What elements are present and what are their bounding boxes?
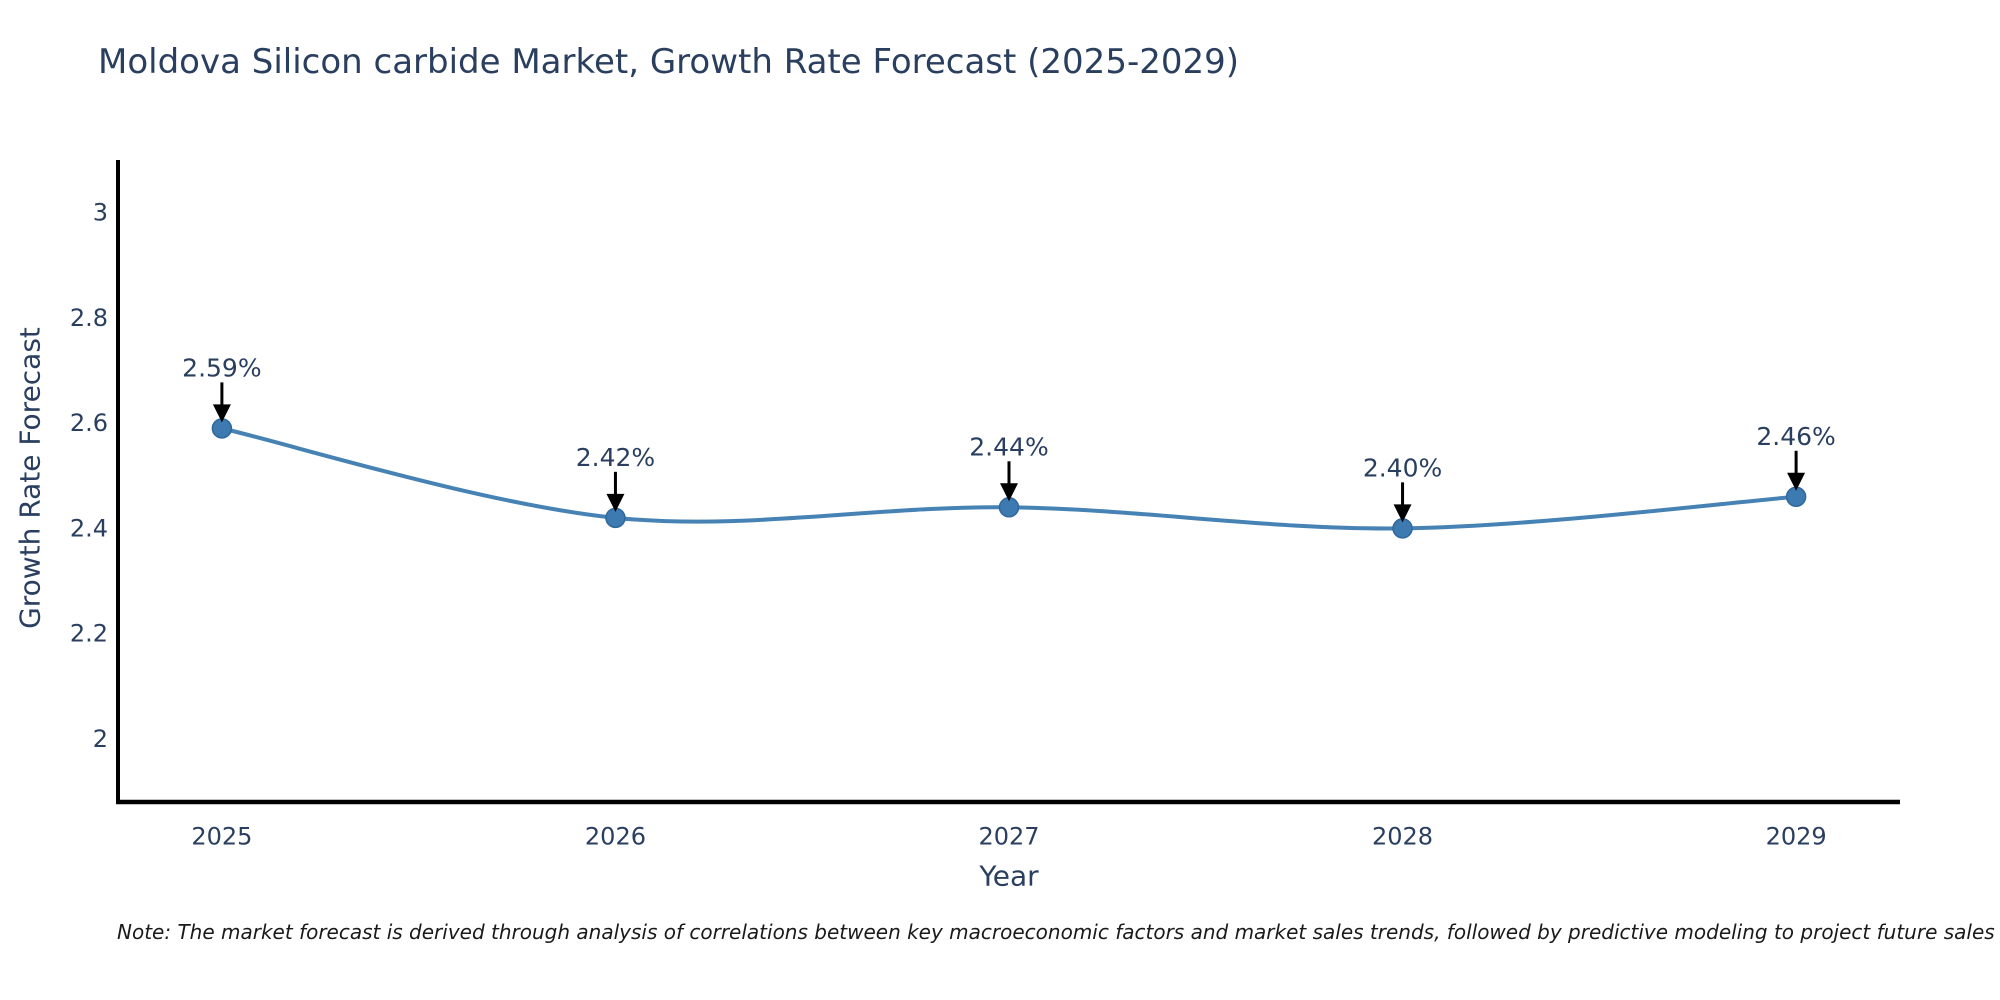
y-tick-label: 2 <box>93 725 108 753</box>
y-tick-label: 2.2 <box>70 620 108 648</box>
x-axis-title: Year <box>979 859 1039 893</box>
y-tick-label: 2.4 <box>70 514 108 542</box>
x-tick-label: 2026 <box>585 823 646 851</box>
x-tick-label: 2025 <box>191 823 252 851</box>
annotation-arrowhead <box>1000 483 1018 502</box>
x-tick-label: 2028 <box>1372 823 1433 851</box>
point-annotation: 2.44% <box>969 432 1048 461</box>
annotation-arrowhead <box>1393 504 1412 523</box>
point-annotation: 2.40% <box>1363 453 1442 482</box>
x-tick-label: 2027 <box>978 823 1039 851</box>
y-tick-label: 2.8 <box>70 304 108 332</box>
y-tick-label: 3 <box>93 199 108 227</box>
point-annotation: 2.42% <box>576 443 655 472</box>
point-annotation: 2.59% <box>182 353 261 382</box>
annotation-arrowhead <box>606 493 625 512</box>
annotation-arrowhead <box>1787 472 1806 491</box>
chart-title: Moldova Silicon carbide Market, Growth R… <box>98 42 1240 82</box>
annotation-arrowhead <box>212 404 231 423</box>
footnote: Note: The market forecast is derived thr… <box>117 920 1995 944</box>
point-annotation: 2.46% <box>1756 422 1835 451</box>
x-tick-label: 2029 <box>1766 823 1827 851</box>
y-tick-label: 2.6 <box>70 409 108 437</box>
